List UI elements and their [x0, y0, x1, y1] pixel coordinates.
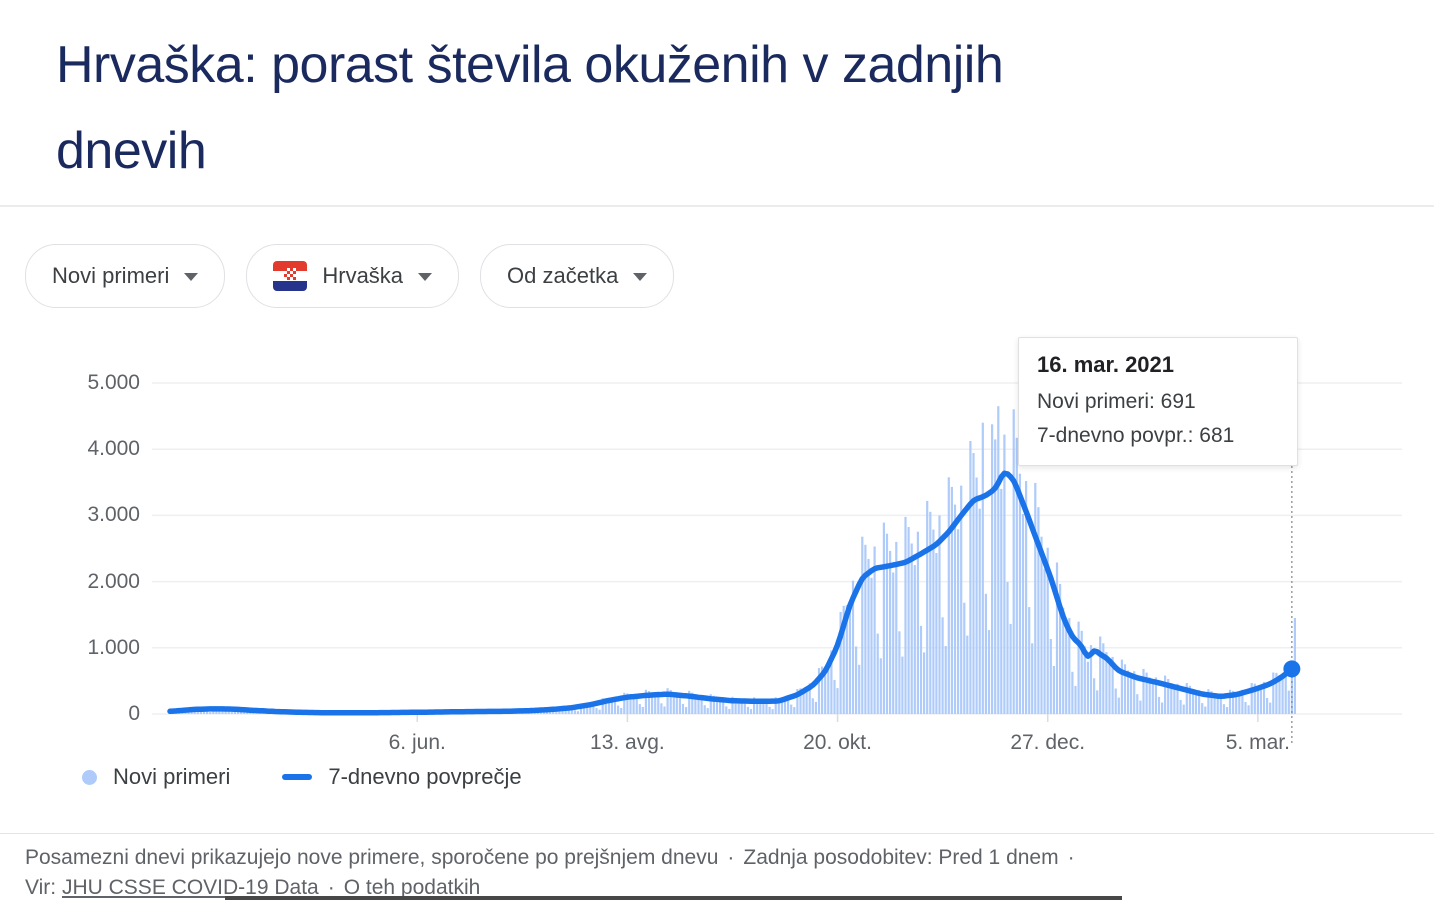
dot-separator: ·	[1067, 846, 1075, 869]
country-dropdown-label: Hrvaška	[322, 263, 404, 288]
dot-separator: ·	[327, 876, 335, 899]
y-axis-label: 1.000	[87, 635, 140, 659]
bottom-edge-element	[225, 896, 1122, 900]
y-axis-label: 3.000	[87, 503, 140, 527]
croatia-flag-icon	[273, 261, 308, 291]
chart-legend: Novi primeri 7-dnevno povprečje	[82, 764, 522, 790]
y-axis-label: 5.000	[87, 371, 140, 394]
footer-last-update: Zadnja posodobitev: Pred 1 dnem	[743, 846, 1059, 869]
tooltip-date: 16. mar. 2021	[1037, 352, 1175, 377]
legend-label: 7-dnevno povprečje	[328, 764, 522, 789]
filter-bar: Novi primeri Hrvaška	[25, 244, 675, 308]
source-label: Vir:	[25, 876, 57, 899]
tooltip-row-new-cases: Novi primeri: 691	[1037, 390, 1196, 413]
axis-ticks	[416, 714, 1259, 722]
divider	[0, 205, 1434, 207]
x-axis-label: 5. mar.	[1225, 731, 1290, 754]
footer-note: Posamezni dnevi prikazujejo nove primere…	[25, 846, 719, 869]
chart-canvas[interactable]	[0, 330, 1434, 760]
bar-series-swatch	[82, 769, 97, 785]
dot-separator: ·	[727, 846, 735, 869]
metric-dropdown[interactable]: Novi primeri	[25, 244, 226, 308]
legend-label: Novi primeri	[113, 764, 231, 789]
footer-line-2: Vir: JHU CSSE COVID-19 Data · O teh podatk…	[25, 873, 1405, 903]
divider	[0, 833, 1434, 834]
footer: Posamezni dnevi prikazujejo nove primere…	[25, 843, 1405, 903]
source-link[interactable]: JHU CSSE COVID-19 Data	[61, 876, 319, 899]
chevron-down-icon	[633, 273, 648, 281]
average-line	[167, 470, 1295, 716]
chart-area[interactable]: 5.000 4.000 3.000 2.000 1.000 0 6. jun. 13. avg…	[0, 330, 1434, 760]
chevron-down-icon	[418, 273, 433, 281]
chart-tooltip: 16. mar. 2021 Novi primeri: 691 7-dnevno…	[1018, 337, 1298, 466]
metric-dropdown-label: Novi primeri	[52, 263, 170, 288]
line-series-swatch	[282, 774, 313, 780]
x-axis-label: 13. avg.	[590, 731, 665, 754]
footer-line-1: Posamezni dnevi prikazujejo nove primere…	[25, 843, 1405, 873]
chevron-down-icon	[184, 273, 199, 281]
country-dropdown[interactable]: Hrvaška	[246, 244, 460, 308]
range-dropdown[interactable]: Od začetka	[480, 244, 675, 308]
tooltip-row-avg: 7-dnevno povpr.: 681	[1037, 424, 1235, 447]
y-axis-label: 0	[128, 702, 140, 725]
x-axis-label: 6. jun.	[388, 731, 446, 754]
y-axis-label: 2.000	[87, 569, 140, 593]
about-data-link[interactable]: O teh podatkih	[343, 876, 481, 899]
page-title: Hrvaška: porast števila okuženih v zadnj…	[56, 36, 1004, 180]
x-axis-label: 27. dec.	[1010, 731, 1086, 754]
range-dropdown-label: Od začetka	[507, 263, 619, 288]
legend-item-average: 7-dnevno povprečje	[282, 764, 522, 790]
end-marker-dot[interactable]	[1283, 660, 1301, 678]
x-axis-label: 20. okt.	[803, 731, 872, 754]
bars-series	[168, 406, 1296, 714]
y-axis-label: 4.000	[87, 437, 140, 461]
legend-item-new-cases: Novi primeri	[82, 764, 230, 790]
